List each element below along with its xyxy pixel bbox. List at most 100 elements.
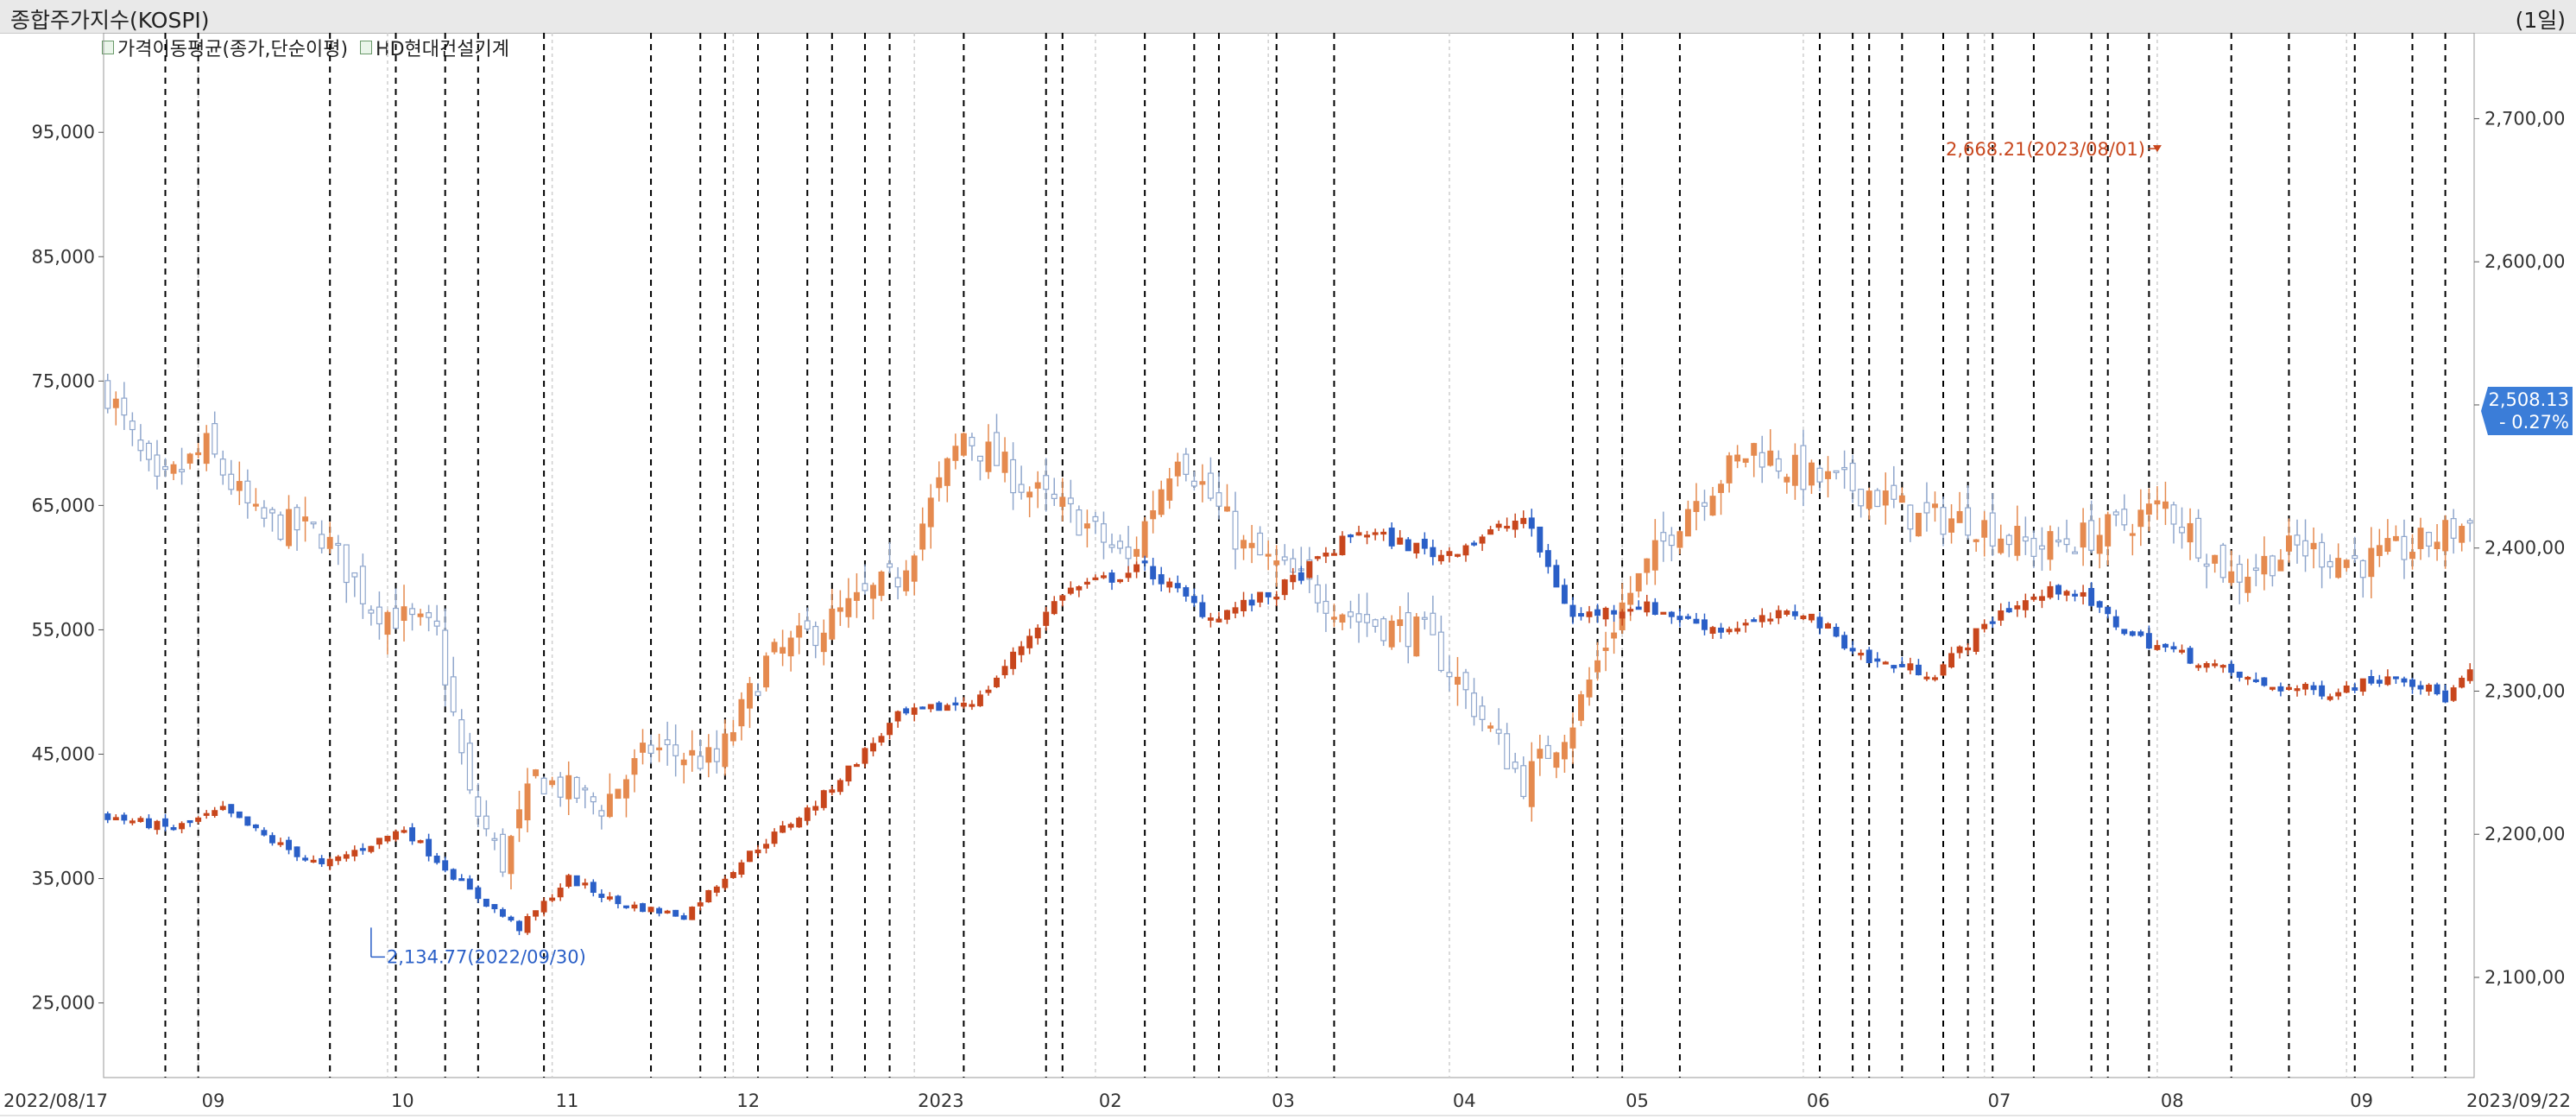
kospi-candle[interactable] [2154, 500, 2161, 505]
hd-hyundai-candle[interactable] [2252, 679, 2259, 683]
kospi-candle[interactable] [1190, 480, 1197, 487]
kospi-candle[interactable] [1644, 558, 1651, 573]
hd-hyundai-candle[interactable] [878, 736, 885, 743]
hd-hyundai-candle[interactable] [615, 895, 622, 905]
hd-hyundai-candle[interactable] [2096, 601, 2103, 608]
kospi-candle[interactable] [203, 433, 210, 465]
kospi-candle[interactable] [1380, 618, 1387, 642]
kospi-candle[interactable] [1323, 600, 1329, 614]
hd-hyundai-candle[interactable] [1405, 539, 1411, 552]
hd-hyundai-candle[interactable] [351, 850, 358, 857]
hd-hyundai-candle[interactable] [483, 898, 489, 907]
hd-hyundai-candle[interactable] [2401, 678, 2408, 683]
kospi-candle[interactable] [1693, 501, 1700, 512]
kospi-candle[interactable] [2112, 511, 2119, 515]
hd-hyundai-candle[interactable] [2112, 616, 2119, 628]
kospi-candle[interactable] [269, 509, 275, 514]
hd-hyundai-candle[interactable] [1800, 615, 1807, 620]
kospi-candle[interactable] [1858, 489, 1865, 507]
kospi-candle[interactable] [713, 748, 720, 762]
kospi-candle[interactable] [1569, 727, 1576, 749]
hd-hyundai-candle[interactable] [2162, 643, 2169, 648]
kospi-candle[interactable] [1051, 493, 1058, 499]
kospi-candle[interactable] [1520, 765, 1527, 798]
kospi-candle[interactable] [1816, 467, 1823, 483]
kospi-candle[interactable] [2047, 531, 2054, 560]
checkbox-icon[interactable] [360, 41, 373, 54]
hd-hyundai-candle[interactable] [1907, 663, 1914, 671]
kospi-candle[interactable] [837, 607, 843, 612]
hd-hyundai-candle[interactable] [1784, 610, 1790, 615]
kospi-candle[interactable] [2352, 554, 2358, 560]
hd-hyundai-candle[interactable] [302, 857, 309, 861]
kospi-candle[interactable] [1067, 497, 1074, 505]
hd-hyundai-candle[interactable] [697, 902, 704, 907]
kospi-candle[interactable] [442, 629, 449, 686]
kospi-candle[interactable] [780, 647, 786, 654]
hd-hyundai-candle[interactable] [1561, 585, 1568, 604]
hd-hyundai-candle[interactable] [1948, 653, 1955, 668]
kospi-candle[interactable] [1413, 616, 1420, 657]
kospi-candle[interactable] [2319, 541, 2326, 568]
kospi-candle[interactable] [2096, 534, 2103, 554]
kospi-candle[interactable] [1767, 450, 1774, 466]
hd-hyundai-candle[interactable] [475, 887, 482, 900]
hd-hyundai-candle[interactable] [1166, 581, 1173, 588]
kospi-candle[interactable] [228, 473, 235, 490]
hd-hyundai-candle[interactable] [1537, 526, 1544, 553]
hd-hyundai-candle[interactable] [1898, 664, 1905, 667]
kospi-candle[interactable] [894, 577, 901, 588]
hd-hyundai-candle[interactable] [491, 904, 498, 910]
hd-hyundai-candle[interactable] [2022, 600, 2029, 610]
kospi-candle[interactable] [2072, 551, 2079, 554]
hd-hyundai-candle[interactable] [294, 846, 300, 857]
hd-hyundai-candle[interactable] [516, 920, 522, 932]
kospi-candle[interactable] [1314, 584, 1321, 604]
kospi-candle[interactable] [2335, 558, 2342, 578]
kospi-candle[interactable] [1833, 470, 1840, 473]
kospi-candle[interactable] [2384, 538, 2391, 553]
kospi-candle[interactable] [179, 469, 186, 473]
kospi-candle[interactable] [729, 731, 736, 742]
kospi-candle[interactable] [1668, 534, 1675, 547]
kospi-candle[interactable] [326, 536, 333, 549]
hd-hyundai-candle[interactable] [1874, 658, 1881, 662]
kospi-candle[interactable] [927, 497, 934, 528]
kospi-candle[interactable] [2252, 567, 2259, 572]
kospi-candle[interactable] [952, 446, 959, 461]
hd-hyundai-candle[interactable] [1215, 618, 1222, 623]
kospi-candle[interactable] [1183, 453, 1190, 475]
hd-hyundai-candle[interactable] [2121, 629, 2128, 635]
hd-hyundai-candle[interactable] [1726, 629, 1733, 633]
kospi-candle[interactable] [1561, 742, 1568, 760]
kospi-candle[interactable] [466, 743, 473, 791]
kospi-candle[interactable] [647, 744, 654, 755]
kospi-candle[interactable] [2022, 536, 2029, 542]
hd-hyundai-candle[interactable] [2269, 686, 2276, 690]
hd-hyundai-candle[interactable] [326, 858, 333, 867]
hd-hyundai-candle[interactable] [2368, 676, 2375, 684]
kospi-candle[interactable] [1141, 521, 1148, 558]
hd-hyundai-candle[interactable] [1034, 627, 1041, 639]
kospi-candle[interactable] [994, 432, 1000, 466]
kospi-candle[interactable] [1043, 475, 1050, 490]
kospi-candle[interactable] [351, 572, 358, 578]
hd-hyundai-candle[interactable] [2310, 685, 2317, 691]
hd-hyundai-candle[interactable] [565, 875, 572, 887]
hd-hyundai-candle[interactable] [903, 708, 910, 714]
kospi-candle[interactable] [2302, 540, 2308, 557]
kospi-candle[interactable] [672, 744, 679, 756]
kospi-candle[interactable] [1001, 452, 1008, 473]
hd-hyundai-candle[interactable] [533, 910, 540, 917]
hd-hyundai-candle[interactable] [1512, 521, 1518, 530]
hd-hyundai-candle[interactable] [2359, 678, 2366, 692]
hd-hyundai-candle[interactable] [368, 845, 375, 852]
kospi-candle[interactable] [2145, 503, 2152, 515]
kospi-candle[interactable] [1651, 540, 1658, 571]
hd-hyundai-candle[interactable] [1364, 534, 1371, 538]
kospi-candle[interactable] [2179, 527, 2185, 534]
legend-item-hd-hyundai[interactable]: HD현대건설기계 [360, 34, 509, 61]
kospi-candle[interactable] [2121, 509, 2128, 526]
hd-hyundai-candle[interactable] [2409, 679, 2415, 687]
kospi-candle[interactable] [1718, 484, 1725, 493]
